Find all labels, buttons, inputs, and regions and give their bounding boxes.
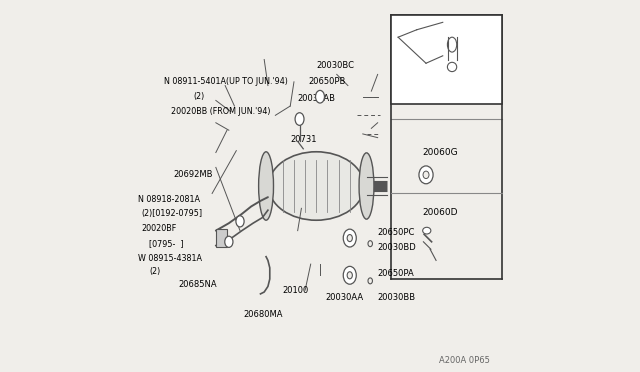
Text: 20030AA: 20030AA: [326, 293, 364, 302]
Text: 20030BB: 20030BB: [378, 293, 416, 302]
Ellipse shape: [343, 229, 356, 247]
Text: N 08918-2081A: N 08918-2081A: [138, 195, 200, 203]
Text: 20100: 20100: [283, 286, 309, 295]
Text: 20060D: 20060D: [422, 208, 458, 217]
Ellipse shape: [423, 171, 429, 179]
Text: 20650PA: 20650PA: [378, 269, 415, 278]
Text: [0795-  ]: [0795- ]: [149, 239, 184, 248]
Ellipse shape: [316, 90, 324, 103]
Ellipse shape: [259, 152, 273, 220]
Ellipse shape: [236, 216, 244, 227]
Text: 20680MA: 20680MA: [244, 310, 284, 319]
Text: 20030AB: 20030AB: [298, 94, 335, 103]
Text: 20020BF: 20020BF: [141, 224, 177, 233]
Text: 20685NA: 20685NA: [179, 280, 217, 289]
Ellipse shape: [447, 62, 457, 71]
Text: (2): (2): [149, 267, 160, 276]
Text: 20650PC: 20650PC: [378, 228, 415, 237]
Text: (2)[0192-0795]: (2)[0192-0795]: [141, 209, 203, 218]
Text: A200A 0P65: A200A 0P65: [439, 356, 490, 365]
Ellipse shape: [368, 241, 372, 247]
Ellipse shape: [269, 152, 364, 220]
Ellipse shape: [359, 153, 374, 219]
Text: 20030BD: 20030BD: [378, 243, 417, 252]
Text: 20020BB (FROM JUN.'94): 20020BB (FROM JUN.'94): [172, 107, 271, 116]
Text: 20650PB: 20650PB: [309, 77, 346, 86]
Ellipse shape: [343, 266, 356, 284]
Ellipse shape: [347, 272, 353, 279]
Ellipse shape: [225, 236, 233, 247]
Text: 20060G: 20060G: [422, 148, 458, 157]
Text: 20692MB: 20692MB: [173, 170, 212, 179]
Ellipse shape: [422, 227, 431, 234]
Text: 20010ZA: 20010ZA: [426, 38, 467, 47]
Ellipse shape: [347, 235, 353, 242]
Ellipse shape: [368, 278, 372, 284]
Ellipse shape: [295, 113, 304, 125]
Text: (2): (2): [193, 92, 205, 101]
Bar: [216, 229, 227, 247]
Text: N 08911-5401A(UP TO JUN.'94): N 08911-5401A(UP TO JUN.'94): [164, 77, 287, 86]
Ellipse shape: [419, 166, 433, 184]
Text: 20030BC: 20030BC: [316, 61, 355, 70]
Text: 20731: 20731: [291, 135, 317, 144]
Ellipse shape: [447, 37, 457, 52]
Bar: [390, 15, 502, 104]
Text: 20010Z: 20010Z: [429, 27, 465, 36]
Text: W 08915-4381A: W 08915-4381A: [138, 254, 202, 263]
